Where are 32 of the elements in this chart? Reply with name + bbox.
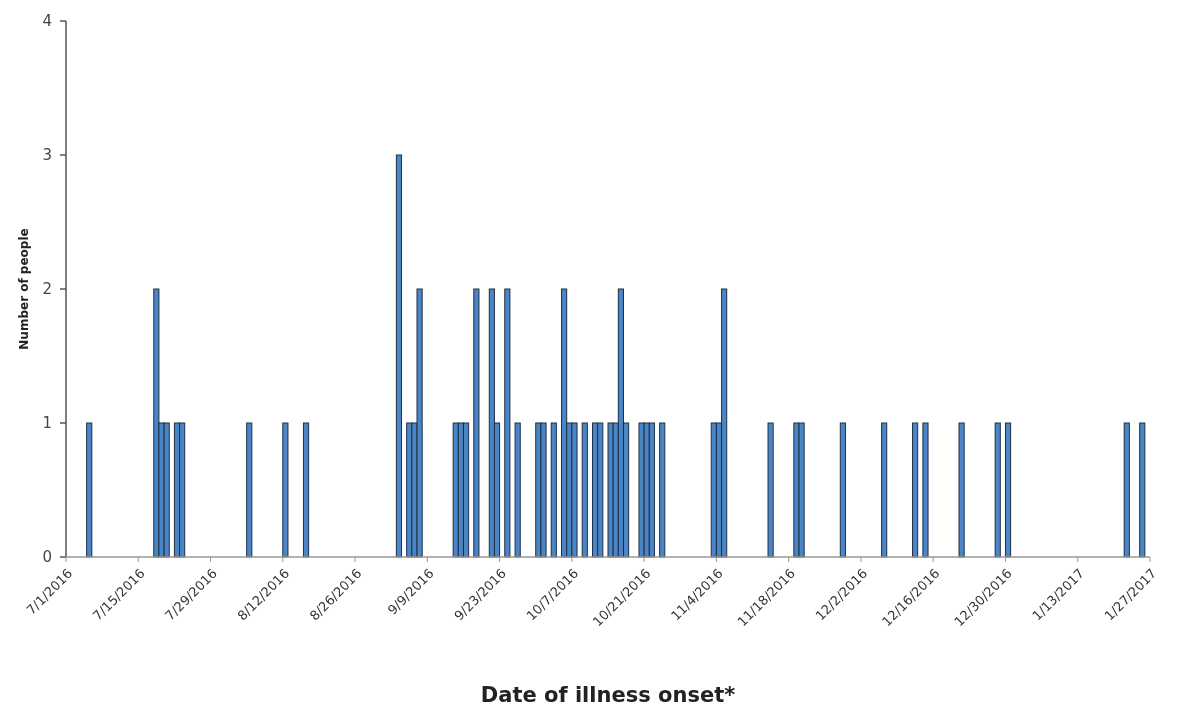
bar [958, 422, 965, 558]
bar [395, 154, 403, 558]
bar [994, 422, 1001, 558]
bar [767, 422, 774, 558]
bar [1004, 422, 1012, 558]
x-axis-title: Date of illness onset* [480, 683, 736, 707]
y-tick-label: 4 [42, 12, 52, 31]
y-tick-label: 3 [42, 146, 52, 165]
bar [246, 422, 253, 558]
bar [302, 422, 310, 558]
bar [514, 422, 521, 558]
bar [504, 288, 511, 558]
bar [659, 422, 666, 558]
y-axis-title: Number of people [17, 228, 31, 350]
bar [86, 422, 93, 558]
bar [153, 288, 160, 558]
bar [1123, 422, 1130, 558]
y-tick-label: 0 [42, 548, 52, 567]
bar [922, 422, 929, 558]
bar [462, 422, 470, 558]
bar [912, 422, 919, 558]
bar [473, 288, 480, 558]
y-tick-label: 2 [42, 280, 52, 299]
bar [282, 422, 289, 558]
y-tick-label: 1 [42, 414, 52, 433]
bar [881, 422, 888, 558]
bar [452, 422, 459, 558]
bar [607, 422, 614, 558]
bar [1139, 422, 1146, 558]
bar [839, 422, 846, 558]
bar [550, 422, 557, 558]
bar [581, 422, 588, 558]
